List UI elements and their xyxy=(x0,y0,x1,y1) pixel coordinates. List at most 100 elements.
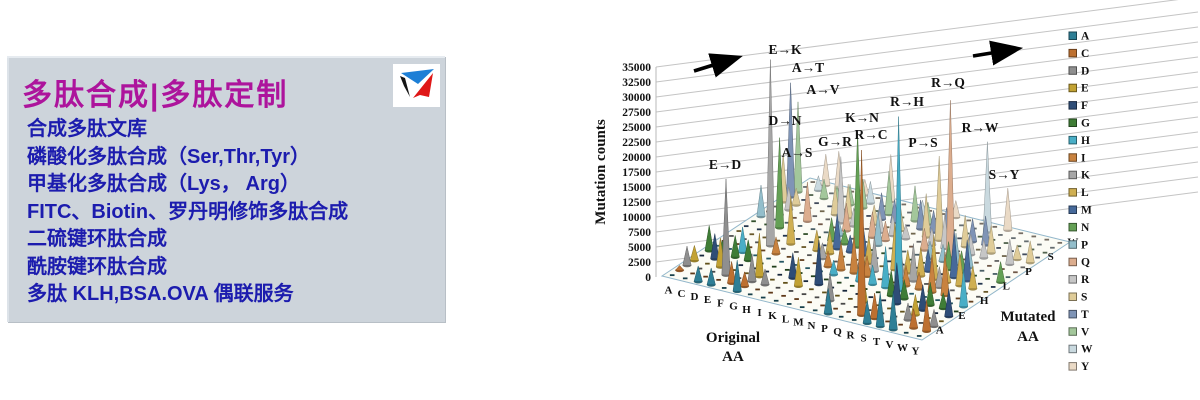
legend-label: A xyxy=(1081,31,1090,43)
legend-label: L xyxy=(1081,187,1089,199)
peak-label: A→S xyxy=(782,145,813,160)
svg-text:H: H xyxy=(980,295,989,307)
legend-swatch xyxy=(1068,205,1077,214)
legend-swatch xyxy=(1068,362,1077,371)
cones xyxy=(669,59,1063,337)
legend-swatch xyxy=(1068,31,1077,40)
svg-text:15000: 15000 xyxy=(622,182,651,194)
peak-label: E→K xyxy=(768,42,802,57)
legend-swatch xyxy=(1068,170,1077,180)
legend-label: Q xyxy=(1081,257,1090,269)
service-list: 合成多肽文库 磷酸化多肽合成（Ser,Thr,Tyr） 甲基化多肽合成（Lys，… xyxy=(27,116,348,309)
peak-label: R→Q xyxy=(931,75,965,90)
direction-arrows xyxy=(693,40,1024,78)
depth-axis-title: Mutated xyxy=(1001,309,1057,325)
service-item[interactable]: 甲基化多肽合成（Lys， Arg） xyxy=(27,173,300,195)
svg-text:S: S xyxy=(1048,251,1054,263)
peak-label: E→D xyxy=(709,157,742,172)
svg-text:0: 0 xyxy=(645,272,651,284)
svg-text:H: H xyxy=(742,304,751,316)
svg-text:Y: Y xyxy=(912,345,920,357)
gridlines xyxy=(655,0,1199,277)
x-axis-title: Original xyxy=(706,330,760,346)
legend-label: D xyxy=(1081,65,1089,77)
peak-label: K→N xyxy=(845,110,879,125)
legend-swatch xyxy=(1068,135,1077,145)
service-item[interactable]: 合成多肽文库 xyxy=(27,118,147,140)
svg-text:35000: 35000 xyxy=(622,62,651,74)
svg-text:N: N xyxy=(808,320,816,332)
legend-swatch xyxy=(1068,188,1077,197)
legend-swatch xyxy=(1068,327,1077,336)
peak-label: R→W xyxy=(962,120,999,135)
svg-text:E: E xyxy=(704,294,711,306)
svg-text:17500: 17500 xyxy=(622,167,651,179)
right-arrow-icon xyxy=(972,40,1024,66)
svg-text:25000: 25000 xyxy=(622,122,651,134)
legend-swatch xyxy=(1068,344,1077,354)
legend-label: H xyxy=(1081,135,1090,147)
y-axis: 0 2500 5000 7500 10000 12500 15000 17500 20000 22… xyxy=(593,62,651,284)
svg-text:M: M xyxy=(793,317,804,329)
peak-label: A→V xyxy=(807,82,840,97)
svg-text:F: F xyxy=(717,297,724,309)
svg-text:Q: Q xyxy=(833,326,842,338)
peak-label: P→S xyxy=(908,135,937,150)
svg-text:D: D xyxy=(691,291,699,303)
x-axis: A C D E F G H I K L M N P Q R S T V W Y Original AA xyxy=(665,285,920,365)
legend-label: S xyxy=(1081,292,1087,304)
svg-text:AA: AA xyxy=(722,349,744,365)
service-item[interactable]: 酰胺键环肽合成 xyxy=(27,255,167,278)
peak-label: A→T xyxy=(792,60,824,75)
right-arrow-icon xyxy=(693,53,743,78)
y-axis-title: Mutation counts xyxy=(593,119,609,225)
legend-swatch xyxy=(1068,257,1077,267)
svg-text:7500: 7500 xyxy=(628,227,651,239)
svg-text:2500: 2500 xyxy=(628,257,651,269)
peak-label: D→N xyxy=(769,113,802,128)
svg-text:K: K xyxy=(768,310,777,322)
legend-label: F xyxy=(1081,100,1088,112)
legend-label: M xyxy=(1081,205,1092,217)
legend-swatch xyxy=(1068,240,1077,249)
legend-swatch xyxy=(1068,66,1077,75)
service-item[interactable]: FITC、Biotin、罗丹明修饰多肽合成 xyxy=(27,200,349,223)
legend-label: P xyxy=(1081,239,1088,251)
svg-text:5000: 5000 xyxy=(628,242,651,254)
peak-annotations: E→K A→T A→V D→N K→N R→CG→R A→S R→H R→Q R→W P→S S→Y E… xyxy=(709,42,1020,182)
svg-text:G: G xyxy=(729,301,738,313)
svg-text:E: E xyxy=(958,310,965,322)
legend-swatch xyxy=(1068,153,1077,162)
service-item[interactable]: 多肽 KLH,BSA.OVA 偶联服务 xyxy=(27,283,294,305)
svg-text:V: V xyxy=(886,339,894,351)
svg-text:P: P xyxy=(1025,266,1032,278)
logo-blue-wing xyxy=(401,69,434,84)
svg-text:L: L xyxy=(782,313,789,325)
svg-text:W: W xyxy=(897,342,908,354)
service-item[interactable]: 磷酸化多肽合成（Ser,Thr,Tyr） xyxy=(27,145,311,168)
svg-text:C: C xyxy=(678,288,686,300)
svg-text:AA: AA xyxy=(1017,329,1039,345)
legend-swatch xyxy=(1068,222,1077,232)
legend-swatch xyxy=(1068,101,1077,110)
logo-red-wing xyxy=(413,73,433,98)
peak-label: G→R xyxy=(818,134,852,149)
svg-text:P: P xyxy=(821,323,828,335)
legend-label: N xyxy=(1081,222,1090,234)
legend-label: E xyxy=(1081,83,1089,95)
peak-label: R→C xyxy=(855,127,888,142)
panel-title: 多肽合成|多肽定制 xyxy=(22,79,289,112)
legend-swatch xyxy=(1068,292,1077,301)
service-item[interactable]: 二硫键环肽合成 xyxy=(27,228,167,250)
svg-text:A: A xyxy=(936,325,944,337)
logo-black-wing xyxy=(400,76,410,97)
legend-swatch xyxy=(1068,275,1077,284)
legend-swatch xyxy=(1068,118,1077,127)
legend-swatch xyxy=(1068,309,1077,319)
legend-swatch xyxy=(1068,83,1077,93)
svg-text:30000: 30000 xyxy=(622,92,651,104)
legend-swatch xyxy=(1068,48,1077,58)
